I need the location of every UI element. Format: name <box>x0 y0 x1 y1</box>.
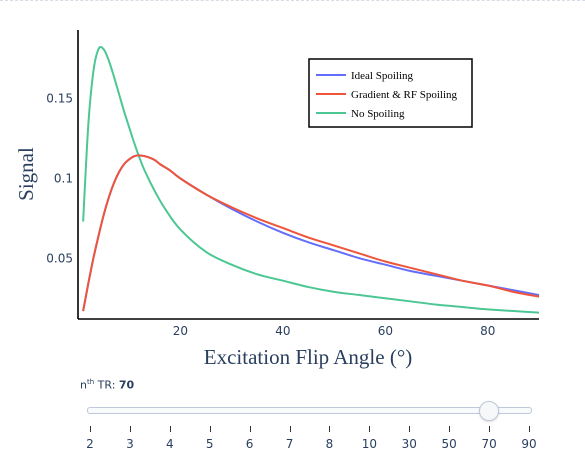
legend-label: Ideal Spoiling <box>351 70 414 82</box>
slider-tick-label[interactable]: 8 <box>325 437 334 451</box>
x-tick-label: 80 <box>480 324 495 338</box>
slider-tick-label[interactable]: 70 <box>481 437 497 451</box>
legend-label: Gradient & RF Spoiling <box>351 89 458 101</box>
series-layer <box>82 46 540 314</box>
slider-tick-label[interactable]: 7 <box>285 437 294 451</box>
chart: 20 40 60 80 0.05 0.1 0.15 Excitation Flip Ang… <box>14 30 540 369</box>
slider-tick <box>289 426 291 432</box>
slider-tick <box>249 426 251 432</box>
y-axis-title: Signal <box>14 147 38 201</box>
x-tick-label: 60 <box>378 324 393 338</box>
slider-tick <box>489 426 491 432</box>
slider-tick <box>449 426 451 432</box>
y-tick-label: 0.1 <box>54 171 73 185</box>
x-axis-title: Excitation Flip Angle (°) <box>204 345 412 369</box>
slider-tick-label[interactable]: 2 <box>86 437 94 451</box>
slider-tick-label[interactable]: 30 <box>401 437 417 451</box>
slider-tick-label[interactable]: 50 <box>441 437 457 451</box>
slider-tick <box>529 426 530 432</box>
slider-label: nth TR: 70 <box>80 378 135 392</box>
slider-tick-label[interactable]: 6 <box>245 437 254 451</box>
y-tick-label: 0.05 <box>46 251 73 265</box>
slider-current-value: 70 <box>118 378 135 392</box>
slider-tick <box>129 426 131 432</box>
top-border <box>0 0 585 1</box>
series-line-no-spoiling <box>82 46 540 314</box>
slider-tick <box>409 426 411 432</box>
slider-handle[interactable] <box>479 401 500 421</box>
y-ticks: 0.05 0.1 0.15 <box>46 92 73 266</box>
slider-tick-label[interactable]: 90 <box>521 437 537 451</box>
y-tick-label: 0.15 <box>46 92 73 106</box>
slider-tick <box>329 426 331 432</box>
slider-tick <box>209 426 211 432</box>
x-ticks: 20 40 60 80 <box>173 324 496 338</box>
slider-tick <box>369 426 371 432</box>
series-line-gradient-rf-spoiling <box>82 154 540 312</box>
slider-tick-label[interactable]: 10 <box>361 437 377 451</box>
slider-tick-label[interactable]: 4 <box>165 437 174 451</box>
x-tick-label: 20 <box>173 324 188 338</box>
slider-tick-label[interactable]: 5 <box>205 437 214 451</box>
slider-tick <box>90 426 91 432</box>
x-tick-label: 40 <box>275 324 290 338</box>
slider-tick-label[interactable]: 3 <box>126 437 134 451</box>
slider-rail[interactable] <box>87 407 532 414</box>
legend: Ideal Spoiling Gradient & RF Spoiling No S… <box>308 58 473 128</box>
legend-label: No Spoiling <box>351 108 405 120</box>
slider-tick <box>169 426 171 432</box>
